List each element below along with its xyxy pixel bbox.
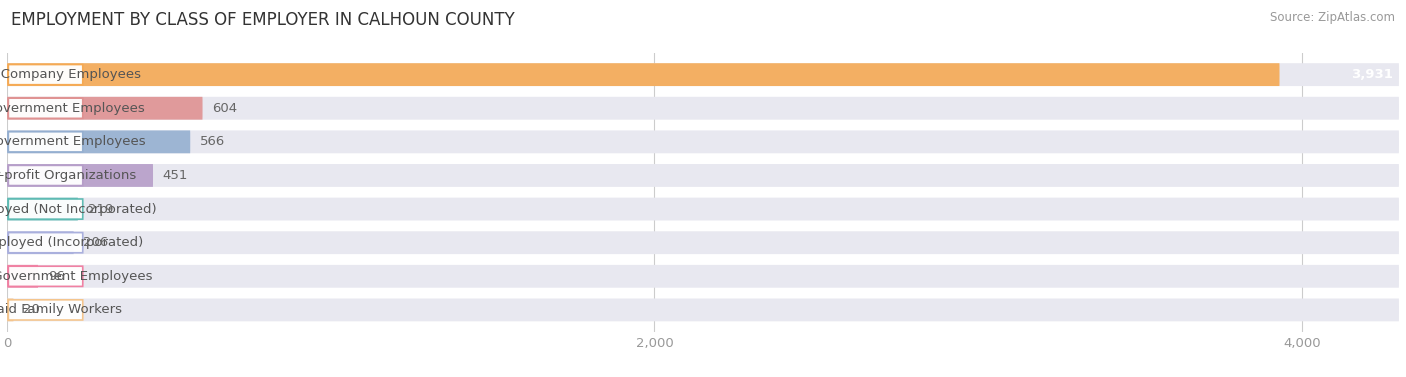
Text: Not-for-profit Organizations: Not-for-profit Organizations xyxy=(0,169,136,182)
Text: Local Government Employees: Local Government Employees xyxy=(0,102,145,115)
FancyBboxPatch shape xyxy=(8,300,83,320)
FancyBboxPatch shape xyxy=(7,63,1279,86)
Text: Private Company Employees: Private Company Employees xyxy=(0,68,141,81)
FancyBboxPatch shape xyxy=(7,265,38,288)
Text: State Government Employees: State Government Employees xyxy=(0,135,145,149)
Text: Unpaid Family Workers: Unpaid Family Workers xyxy=(0,303,121,316)
FancyBboxPatch shape xyxy=(7,130,190,153)
FancyBboxPatch shape xyxy=(8,233,83,253)
FancyBboxPatch shape xyxy=(7,164,153,187)
FancyBboxPatch shape xyxy=(8,132,83,152)
Text: Self-Employed (Incorporated): Self-Employed (Incorporated) xyxy=(0,236,143,249)
Text: 451: 451 xyxy=(163,169,188,182)
FancyBboxPatch shape xyxy=(8,266,83,287)
Text: 20: 20 xyxy=(24,303,41,316)
Text: 3,931: 3,931 xyxy=(1351,68,1392,81)
Text: 219: 219 xyxy=(87,202,112,216)
FancyBboxPatch shape xyxy=(7,63,1399,86)
FancyBboxPatch shape xyxy=(7,265,1399,288)
FancyBboxPatch shape xyxy=(7,97,202,120)
FancyBboxPatch shape xyxy=(7,198,1399,221)
FancyBboxPatch shape xyxy=(8,98,83,118)
FancyBboxPatch shape xyxy=(7,231,73,254)
Text: 206: 206 xyxy=(83,236,108,249)
FancyBboxPatch shape xyxy=(7,164,1399,187)
FancyBboxPatch shape xyxy=(8,199,83,219)
FancyBboxPatch shape xyxy=(8,64,83,85)
FancyBboxPatch shape xyxy=(8,166,83,185)
FancyBboxPatch shape xyxy=(7,130,1399,153)
Text: 604: 604 xyxy=(212,102,238,115)
Text: EMPLOYMENT BY CLASS OF EMPLOYER IN CALHOUN COUNTY: EMPLOYMENT BY CLASS OF EMPLOYER IN CALHO… xyxy=(11,11,515,29)
Text: 96: 96 xyxy=(48,270,65,283)
Text: Federal Government Employees: Federal Government Employees xyxy=(0,270,152,283)
FancyBboxPatch shape xyxy=(7,231,1399,254)
FancyBboxPatch shape xyxy=(7,299,14,321)
Text: Self-Employed (Not Incorporated): Self-Employed (Not Incorporated) xyxy=(0,202,157,216)
FancyBboxPatch shape xyxy=(7,97,1399,120)
FancyBboxPatch shape xyxy=(7,299,1399,321)
Text: Source: ZipAtlas.com: Source: ZipAtlas.com xyxy=(1270,11,1395,24)
FancyBboxPatch shape xyxy=(7,198,77,221)
Text: 566: 566 xyxy=(200,135,225,149)
